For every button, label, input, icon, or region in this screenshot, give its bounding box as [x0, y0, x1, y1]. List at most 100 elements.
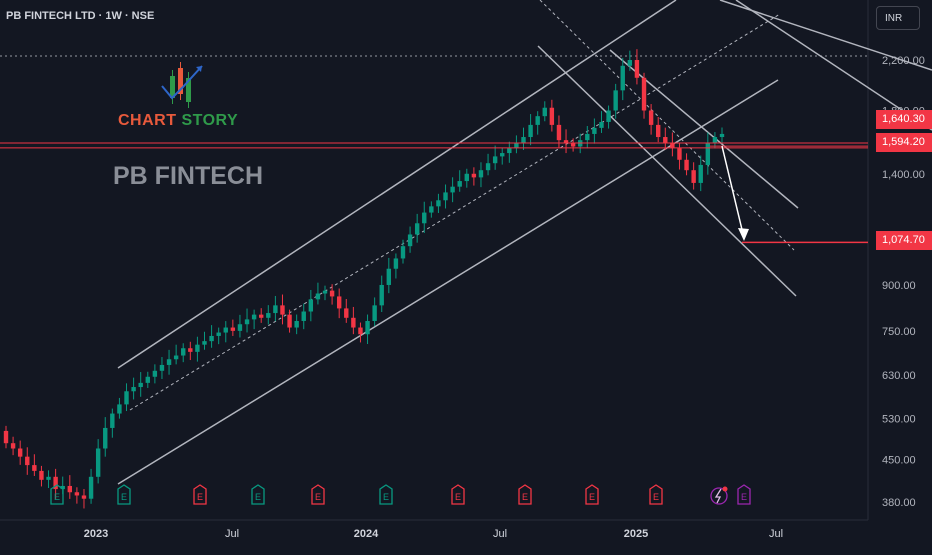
- earnings-marker-icon[interactable]: [379, 484, 393, 505]
- earnings-marker-label: E: [315, 492, 321, 502]
- earnings-marker-label: E: [589, 492, 595, 502]
- candle: [166, 359, 172, 365]
- candle: [301, 311, 306, 321]
- candle: [351, 317, 356, 328]
- candle: [266, 313, 271, 318]
- candle: [648, 110, 654, 125]
- earnings-marker-icon[interactable]: [649, 484, 663, 505]
- candle: [450, 186, 455, 193]
- channel-line[interactable]: [609, 49, 799, 209]
- candle: [202, 341, 207, 345]
- earnings-marker-icon[interactable]: [50, 484, 64, 505]
- candle: [230, 327, 236, 331]
- candle: [705, 143, 711, 165]
- price-scale[interactable]: [868, 0, 932, 550]
- candle: [159, 364, 165, 371]
- candle: [287, 314, 292, 328]
- candle: [436, 200, 441, 207]
- price-tick-label: 380.00: [882, 497, 916, 509]
- candle: [570, 143, 576, 147]
- earnings-marker-icon[interactable]: [451, 484, 465, 505]
- candle: [422, 212, 427, 224]
- candle: [670, 143, 675, 149]
- candle: [88, 476, 94, 499]
- candle: [67, 485, 73, 493]
- earnings-marker-icon[interactable]: [117, 484, 131, 505]
- candle: [655, 124, 661, 138]
- earnings-marker-icon[interactable]: [518, 484, 532, 505]
- candle: [39, 470, 44, 480]
- candle: [620, 65, 625, 91]
- earnings-marker-icon[interactable]: [737, 484, 751, 505]
- candle: [358, 327, 363, 335]
- candle: [10, 443, 16, 449]
- earnings-marker-icon[interactable]: [311, 484, 325, 505]
- candle: [719, 133, 725, 138]
- candle: [372, 305, 377, 321]
- candle: [507, 148, 512, 154]
- candle: [485, 163, 491, 171]
- candle: [535, 116, 540, 125]
- candle: [336, 296, 342, 309]
- candle: [60, 485, 65, 490]
- price-badge-target: 1,074.70: [876, 231, 932, 250]
- candle: [691, 170, 696, 183]
- candle: [429, 206, 434, 213]
- candle: [641, 77, 647, 111]
- earnings-marker-icon[interactable]: [193, 484, 207, 505]
- channel-line[interactable]: [719, 0, 932, 71]
- candle: [17, 448, 23, 457]
- earnings-marker-label: E: [54, 492, 60, 502]
- candle: [698, 164, 703, 183]
- candle: [95, 448, 101, 477]
- candle: [110, 413, 115, 428]
- currency-selector[interactable]: INR: [876, 6, 920, 30]
- candle: [528, 124, 533, 138]
- time-tick-label: Jul: [769, 528, 783, 540]
- candle: [308, 299, 314, 312]
- candle: [273, 305, 278, 314]
- price-badge-middle: 1,594.20: [876, 133, 932, 152]
- candle: [237, 324, 243, 331]
- candle: [592, 127, 597, 134]
- symbol-title[interactable]: PB FINTECH LTD · 1W · NSE: [6, 10, 155, 22]
- candle: [103, 427, 108, 449]
- channel-midline[interactable]: [539, 0, 795, 251]
- time-tick-label: 2025: [624, 528, 648, 540]
- lightning-icon: [714, 488, 722, 504]
- earnings-marker-icon[interactable]: [585, 484, 599, 505]
- candle: [74, 492, 80, 496]
- candle: [365, 320, 370, 335]
- candle: [244, 319, 250, 325]
- channel-line[interactable]: [537, 45, 797, 297]
- candle: [117, 404, 122, 414]
- candle: [634, 60, 640, 78]
- earnings-marker-label: E: [653, 492, 659, 502]
- candle: [209, 335, 214, 342]
- earnings-marker-label: E: [383, 492, 389, 502]
- candle: [712, 137, 718, 144]
- candle: [379, 284, 384, 306]
- candle: [443, 192, 448, 201]
- candle: [81, 495, 87, 499]
- candle: [315, 293, 321, 300]
- channel-line[interactable]: [117, 79, 779, 485]
- price-tick-label: 1,400.00: [882, 169, 925, 181]
- earnings-marker-label: E: [522, 492, 528, 502]
- candle: [478, 170, 484, 178]
- candle: [46, 476, 51, 480]
- candle: [407, 234, 413, 247]
- channel-midline[interactable]: [129, 13, 781, 411]
- earnings-marker-icon[interactable]: [251, 484, 265, 505]
- candle: [521, 137, 526, 144]
- channel-line[interactable]: [735, 0, 932, 131]
- projection-arrow[interactable]: [721, 145, 745, 239]
- candle: [32, 465, 37, 471]
- channel-line[interactable]: [117, 0, 677, 369]
- time-tick-label: Jul: [225, 528, 239, 540]
- dividend-event-icon[interactable]: [710, 487, 728, 505]
- candle: [684, 159, 689, 171]
- chart-story-logo-icon: [161, 62, 203, 108]
